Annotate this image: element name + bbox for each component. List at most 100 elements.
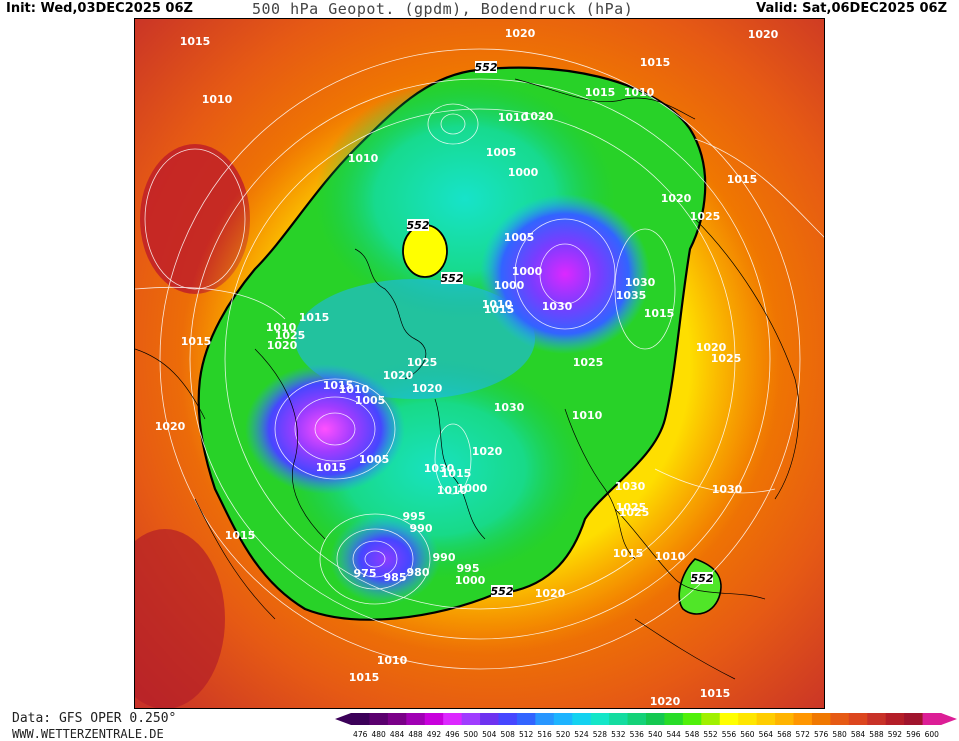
colorbar-tick-label: 520 (556, 730, 571, 739)
contour-552-label: 552 (441, 272, 464, 285)
isobar-label: 1025 (407, 356, 438, 369)
colorbar-swatch (922, 713, 942, 725)
colorbar-tick-label: 492 (427, 730, 442, 739)
isobar-label: 1025 (619, 506, 650, 519)
colorbar-swatch (553, 713, 573, 725)
isobar-label: 1015 (644, 307, 675, 320)
colorbar-swatch (830, 713, 850, 725)
isobar-label: 1025 (711, 352, 742, 365)
isobar-label: 1020 (650, 695, 681, 708)
isobar-label: 1020 (748, 28, 779, 41)
isobars (135, 48, 824, 670)
colorbar-swatch (775, 713, 794, 725)
contour-552-label-bg (491, 585, 513, 597)
colorbar-tick-label: 508 (501, 730, 516, 739)
isobar-label: 1015 (316, 461, 347, 474)
isobar-label: 1030 (712, 483, 743, 496)
isobar-label: 1000 (457, 482, 488, 495)
valid-time: Valid: Sat,06DEC2025 06Z (756, 1, 947, 16)
isobar-label: 995 (457, 562, 480, 575)
colorbar-tick-label: 544 (666, 730, 681, 739)
colorbar-swatch (535, 713, 555, 725)
contour-552-label: 552 (407, 219, 430, 232)
colorbar-swatch (811, 713, 831, 725)
colorbar-swatch (867, 713, 887, 725)
isobar-label: 985 (384, 571, 407, 584)
colorbar-tick-label: 560 (740, 730, 755, 739)
isobar-label: 1015 (585, 86, 616, 99)
colorbar-swatch (646, 713, 665, 725)
colorbar-swatch (424, 713, 444, 725)
colorbar-swatch (387, 713, 407, 725)
isobar-label: 1015 (180, 35, 211, 48)
colorbar-tick-label: 600 (925, 730, 940, 739)
isobar-label: 1015 (225, 529, 256, 542)
isobar-label: 1015 (323, 379, 354, 392)
colorbar-tick-label: 516 (537, 730, 552, 739)
isobar-label: 1010 (655, 550, 686, 563)
coastlines (135, 78, 800, 680)
isobar-label: 1015 (727, 173, 758, 186)
isobar-label: 1020 (535, 587, 566, 600)
colorbar-swatch (682, 713, 702, 725)
isobar-label: 1015 (640, 56, 671, 69)
isobar-label: 1005 (486, 146, 517, 159)
cold-pool-southwest (135, 529, 225, 708)
purple-low-west (245, 364, 405, 494)
init-time: Init: Wed,03DEC2025 06Z (6, 1, 193, 16)
isobar-label: 1020 (696, 341, 727, 354)
contour-552-label-bg (407, 219, 429, 231)
colorbar-tick-label: 532 (611, 730, 626, 739)
website-credit[interactable]: WWW.WETTERZENTRALE.DE (12, 727, 164, 741)
colorbar-tick-label: 552 (703, 730, 718, 739)
isobar-label: 1015 (349, 671, 380, 684)
colorbar-swatch (406, 713, 426, 725)
colorbar-swatch (793, 713, 813, 725)
isobar-label: 1020 (267, 339, 298, 352)
colorbar-tick-label: 512 (519, 730, 534, 739)
colorbar-tick-label: 496 (445, 730, 460, 739)
colorbar-tick-label: 536 (630, 730, 645, 739)
isobar-label: 1020 (505, 27, 536, 40)
colorbar-tick-label: 480 (371, 730, 386, 739)
contour-552-label: 552 (475, 61, 498, 74)
isobar-label: 1010 (572, 409, 603, 422)
isobar-label: 1030 (424, 462, 455, 475)
colorbar-swatch (609, 713, 629, 725)
colorbar-swatch (701, 713, 721, 725)
isobar-label: 1030 (542, 300, 573, 313)
isobar-label: 1010 (498, 111, 529, 124)
colorbar-tick-label: 592 (888, 730, 903, 739)
isobar-label: 1025 (275, 329, 306, 342)
isobar-label: 1035 (616, 289, 647, 302)
colorbar-swatch (480, 713, 499, 725)
isobar-label: 980 (407, 566, 430, 579)
colorbar-tick-label: 504 (482, 730, 497, 739)
isobar-label: 1020 (661, 192, 692, 205)
colorbar-tick-label: 500 (464, 730, 479, 739)
isobar-label: 1030 (615, 480, 646, 493)
colorbar-tick-label: 584 (851, 730, 866, 739)
colorbar-swatch (498, 713, 518, 725)
colorbar-swatch (351, 713, 370, 725)
contour-552-label: 552 (491, 585, 514, 598)
isobar-label: 1015 (299, 311, 330, 324)
isobar-label: 1005 (355, 394, 386, 407)
isobar-label: 1025 (573, 356, 604, 369)
weather-map[interactable]: 1015 1020 1020 1010 1015 1020 1010 1010 1005 1000… (134, 18, 825, 709)
contour-552-label-bg (441, 272, 463, 284)
colorbar-tick-label: 556 (722, 730, 737, 739)
isobar-label: 1030 (625, 276, 656, 289)
isobar-label: 975 (354, 567, 377, 580)
isobar-label: 1020 (472, 445, 503, 458)
colorbar-tick-label: 576 (814, 730, 829, 739)
colorbar-tick-label: 528 (593, 730, 608, 739)
isobar-label: 1000 (494, 279, 525, 292)
colorbar-swatch (885, 713, 905, 725)
isobar-label: 1005 (359, 453, 390, 466)
colorbar-max-arrow (941, 713, 957, 725)
colorbar-swatch (848, 713, 868, 725)
colorbar-tick-label: 524 (574, 730, 589, 739)
isobar-label: 1015 (613, 547, 644, 560)
isobar-label: 1010 (377, 654, 408, 667)
